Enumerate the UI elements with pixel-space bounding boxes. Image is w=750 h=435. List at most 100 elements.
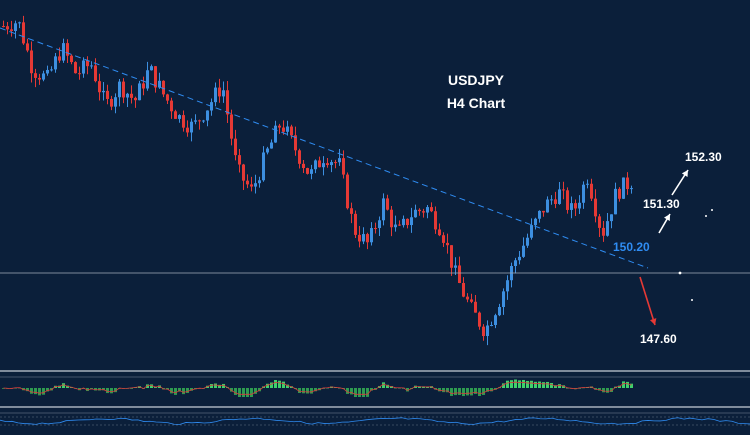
candle-body xyxy=(262,152,265,181)
candle-body xyxy=(142,83,145,89)
candle-body xyxy=(362,234,365,242)
histogram-bar xyxy=(522,379,525,388)
candle-body xyxy=(334,162,337,164)
candle-body xyxy=(502,291,505,308)
candle-body xyxy=(358,234,361,242)
candle-body xyxy=(454,265,457,268)
candle-body xyxy=(38,77,41,80)
candle-body xyxy=(506,280,509,292)
candle-body xyxy=(98,81,101,93)
histogram-bar xyxy=(358,388,361,397)
histogram-bar xyxy=(554,385,557,388)
histogram-bar xyxy=(558,384,561,388)
candle-body xyxy=(150,66,153,71)
candle-body xyxy=(202,120,205,122)
candle-body xyxy=(154,66,157,88)
histogram-bar xyxy=(546,381,549,388)
candle-body xyxy=(602,227,605,236)
histogram-bar xyxy=(406,388,409,392)
candle-body xyxy=(190,121,193,133)
candle-body xyxy=(286,126,289,132)
candle-body xyxy=(50,69,53,71)
candle-body xyxy=(62,43,65,61)
chart-subtitle: H4 Chart xyxy=(447,95,506,111)
candle-body xyxy=(558,189,561,204)
histogram-bar xyxy=(366,388,369,397)
histogram-bar xyxy=(542,382,545,388)
histogram-bar xyxy=(182,388,185,395)
candle-body xyxy=(422,211,425,213)
candle-body xyxy=(58,56,61,61)
candle-body xyxy=(446,242,449,246)
candle-body xyxy=(222,90,225,97)
candle-body xyxy=(554,199,557,204)
histogram-bar xyxy=(106,388,109,394)
resistance-trendline xyxy=(0,27,649,269)
candle-body xyxy=(218,87,221,97)
candle-body xyxy=(406,218,409,226)
histogram-bar xyxy=(234,388,237,395)
candle-body xyxy=(226,90,229,115)
histogram-bar xyxy=(282,381,285,388)
candle-body xyxy=(310,169,313,174)
candle-body xyxy=(626,177,629,190)
histogram-bar xyxy=(506,380,509,388)
histogram-bar xyxy=(254,388,257,394)
candle-body xyxy=(518,256,521,261)
histogram-bar xyxy=(42,388,45,395)
candle-body xyxy=(162,80,165,95)
candle-body xyxy=(270,142,273,149)
histogram-bar xyxy=(242,388,245,397)
down-arrow xyxy=(639,276,656,326)
histogram-bar xyxy=(110,388,113,394)
signal-line xyxy=(3,381,632,395)
candle-body xyxy=(574,203,577,209)
candle-body xyxy=(546,199,549,213)
histogram-indicator xyxy=(2,379,633,397)
histogram-bar xyxy=(514,379,517,388)
candle-body xyxy=(298,150,301,164)
candle-body xyxy=(374,228,377,230)
candle-body xyxy=(318,160,321,168)
histogram-bar xyxy=(606,388,609,393)
candle-body xyxy=(578,202,581,209)
histogram-bar xyxy=(298,388,301,394)
histogram-bar xyxy=(178,388,181,392)
histogram-bar xyxy=(466,388,469,396)
up-arrow-long-head xyxy=(681,170,688,177)
candle-body xyxy=(198,120,201,122)
candle-body xyxy=(494,315,497,326)
candle-body xyxy=(486,325,489,337)
candle-body xyxy=(206,110,209,121)
candle-body xyxy=(566,190,569,210)
candle-body xyxy=(94,65,97,82)
histogram-bar xyxy=(370,388,373,391)
candle-body xyxy=(74,62,77,74)
histogram-bar xyxy=(362,388,365,397)
candle-body xyxy=(538,210,541,219)
candle-body xyxy=(54,56,57,70)
candle-body xyxy=(274,125,277,143)
histogram-bar xyxy=(550,382,553,388)
candle-body xyxy=(630,188,633,190)
candle-body xyxy=(134,97,137,101)
histogram-bar xyxy=(214,383,217,388)
candle-body xyxy=(570,203,573,210)
candle-body xyxy=(194,120,197,122)
candle-body xyxy=(346,174,349,209)
candle-body xyxy=(30,50,33,74)
histogram-bar xyxy=(222,383,225,388)
histogram-bar xyxy=(146,384,149,388)
histogram-bar xyxy=(58,385,61,388)
candle-body xyxy=(438,229,441,236)
histogram-bar xyxy=(238,388,241,397)
histogram-bar xyxy=(98,388,101,391)
candle-body xyxy=(238,155,241,165)
histogram-bar xyxy=(278,380,281,388)
candle-body xyxy=(114,97,117,107)
histogram-bar xyxy=(102,388,105,391)
histogram-bar xyxy=(510,380,513,388)
candle-body xyxy=(354,213,357,235)
histogram-bar xyxy=(258,388,261,392)
